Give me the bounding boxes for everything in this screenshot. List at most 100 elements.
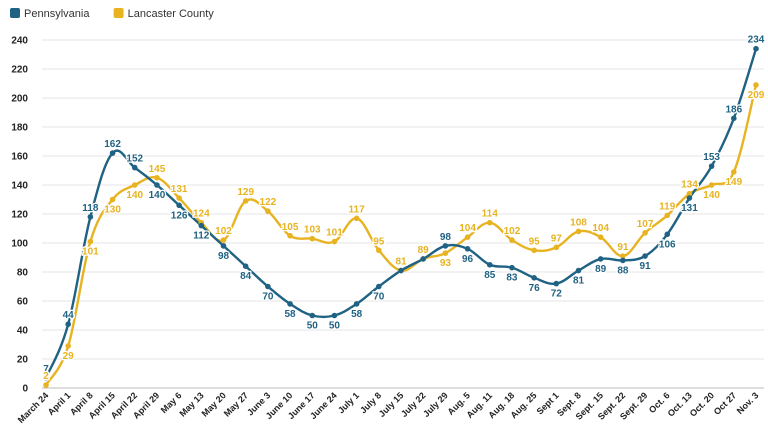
data-point-pennsylvania bbox=[664, 231, 671, 238]
data-label-pennsylvania: 106 bbox=[659, 239, 676, 250]
data-point-pennsylvania bbox=[620, 257, 626, 264]
y-tick-label: 240 bbox=[11, 36, 28, 47]
y-tick-label: 180 bbox=[11, 123, 28, 134]
data-point-pennsylvania bbox=[131, 164, 138, 171]
data-label-lancaster-county: 29 bbox=[63, 351, 75, 362]
data-point-lancaster-county bbox=[287, 232, 293, 239]
x-tick-label: April 1 bbox=[46, 390, 73, 417]
data-label-lancaster-county: 104 bbox=[592, 223, 609, 234]
data-label-lancaster-county: 104 bbox=[459, 223, 476, 234]
data-point-lancaster-county bbox=[265, 208, 271, 214]
data-label-pennsylvania: 96 bbox=[462, 254, 474, 265]
data-label-lancaster-county: 105 bbox=[282, 222, 299, 233]
data-label-lancaster-county: 108 bbox=[570, 217, 587, 228]
x-tick-label: Nov. 3 bbox=[735, 390, 761, 416]
data-point-pennsylvania bbox=[686, 195, 693, 201]
series-lines bbox=[44, 48, 758, 386]
data-label-lancaster-county: 101 bbox=[326, 228, 343, 239]
data-point-lancaster-county bbox=[664, 212, 671, 219]
data-label-pennsylvania: 89 bbox=[418, 245, 430, 256]
data-point-lancaster-county bbox=[731, 169, 737, 175]
series-points bbox=[43, 45, 759, 388]
data-point-lancaster-county bbox=[87, 238, 94, 245]
data-point-pennsylvania bbox=[176, 202, 182, 209]
y-tick-label: 220 bbox=[11, 65, 28, 76]
data-label-lancaster-county: 93 bbox=[440, 258, 452, 269]
x-tick-label: May 27 bbox=[222, 390, 250, 418]
y-tick-label: 140 bbox=[11, 181, 28, 192]
data-label-lancaster-county: 129 bbox=[237, 187, 254, 198]
data-label-pennsylvania: 89 bbox=[595, 264, 607, 275]
data-point-lancaster-county bbox=[509, 237, 515, 243]
data-label-pennsylvania: 58 bbox=[351, 309, 363, 320]
legend-swatch-pennsylvania bbox=[10, 8, 20, 18]
data-point-lancaster-county bbox=[220, 237, 227, 243]
data-label-pennsylvania: 44 bbox=[63, 310, 75, 321]
data-point-lancaster-county bbox=[176, 195, 182, 201]
data-label-lancaster-county: 102 bbox=[504, 226, 521, 237]
y-tick-label: 60 bbox=[17, 297, 29, 308]
x-tick-label: July 29 bbox=[421, 390, 450, 419]
data-label-lancaster-county: 101 bbox=[82, 247, 99, 258]
data-label-pennsylvania: 88 bbox=[617, 265, 629, 276]
x-tick-label: July 1 bbox=[336, 390, 361, 415]
data-point-lancaster-county bbox=[575, 228, 582, 235]
data-label-pennsylvania: 98 bbox=[218, 251, 230, 262]
data-point-lancaster-county bbox=[753, 82, 759, 88]
data-point-lancaster-county bbox=[109, 196, 116, 203]
data-point-pennsylvania bbox=[553, 280, 560, 287]
data-label-pennsylvania: 98 bbox=[440, 232, 452, 243]
data-point-pennsylvania bbox=[753, 45, 759, 52]
data-label-lancaster-county: 107 bbox=[637, 219, 654, 230]
data-point-lancaster-county bbox=[65, 343, 71, 349]
data-point-pennsylvania bbox=[642, 253, 648, 259]
data-label-pennsylvania: 81 bbox=[395, 257, 407, 268]
data-point-pennsylvania bbox=[198, 222, 205, 229]
gridlines bbox=[42, 39, 764, 389]
data-point-pennsylvania bbox=[309, 312, 316, 319]
data-point-lancaster-county bbox=[154, 174, 160, 181]
data-label-pennsylvania: 162 bbox=[104, 139, 121, 150]
data-point-pennsylvania bbox=[509, 264, 515, 271]
data-point-pennsylvania bbox=[220, 243, 227, 249]
data-point-lancaster-county bbox=[43, 382, 49, 388]
data-label-pennsylvania: 84 bbox=[240, 271, 252, 282]
data-point-lancaster-county bbox=[131, 182, 138, 188]
y-tick-label: 20 bbox=[17, 355, 29, 366]
data-label-lancaster-county: 95 bbox=[529, 236, 541, 247]
data-label-pennsylvania: 126 bbox=[171, 210, 188, 221]
data-point-pennsylvania bbox=[442, 243, 449, 249]
y-tick-label: 100 bbox=[11, 239, 28, 250]
y-tick-label: 120 bbox=[11, 210, 28, 221]
data-point-lancaster-county bbox=[442, 250, 449, 256]
data-label-pennsylvania: 83 bbox=[506, 273, 518, 284]
data-label-lancaster-county: 97 bbox=[551, 233, 563, 244]
data-label-pennsylvania: 7 bbox=[43, 364, 49, 375]
data-point-lancaster-county bbox=[353, 215, 360, 222]
data-label-lancaster-county: 145 bbox=[149, 164, 166, 175]
data-label-pennsylvania: 81 bbox=[573, 276, 585, 287]
data-point-pennsylvania bbox=[597, 256, 604, 262]
y-tick-label: 80 bbox=[17, 268, 29, 279]
data-label-pennsylvania: 131 bbox=[681, 203, 698, 214]
data-point-lancaster-county bbox=[309, 235, 316, 242]
data-point-pennsylvania bbox=[87, 214, 94, 220]
data-label-pennsylvania: 50 bbox=[307, 321, 319, 332]
data-point-lancaster-county bbox=[553, 244, 560, 251]
data-label-lancaster-county: 117 bbox=[349, 204, 366, 215]
data-label-pennsylvania: 152 bbox=[126, 154, 143, 165]
data-point-pennsylvania bbox=[265, 283, 271, 290]
data-point-pennsylvania bbox=[575, 267, 582, 274]
data-label-lancaster-county: 124 bbox=[193, 209, 210, 220]
data-point-lancaster-county bbox=[331, 238, 338, 245]
data-point-pennsylvania bbox=[353, 301, 360, 307]
data-label-pennsylvania: 70 bbox=[373, 292, 385, 303]
data-point-pennsylvania bbox=[531, 275, 537, 281]
data-point-pennsylvania bbox=[464, 246, 471, 252]
y-tick-label: 200 bbox=[11, 94, 28, 105]
data-point-lancaster-county bbox=[642, 230, 648, 236]
data-point-pennsylvania bbox=[331, 312, 338, 319]
data-point-pennsylvania bbox=[154, 182, 160, 188]
